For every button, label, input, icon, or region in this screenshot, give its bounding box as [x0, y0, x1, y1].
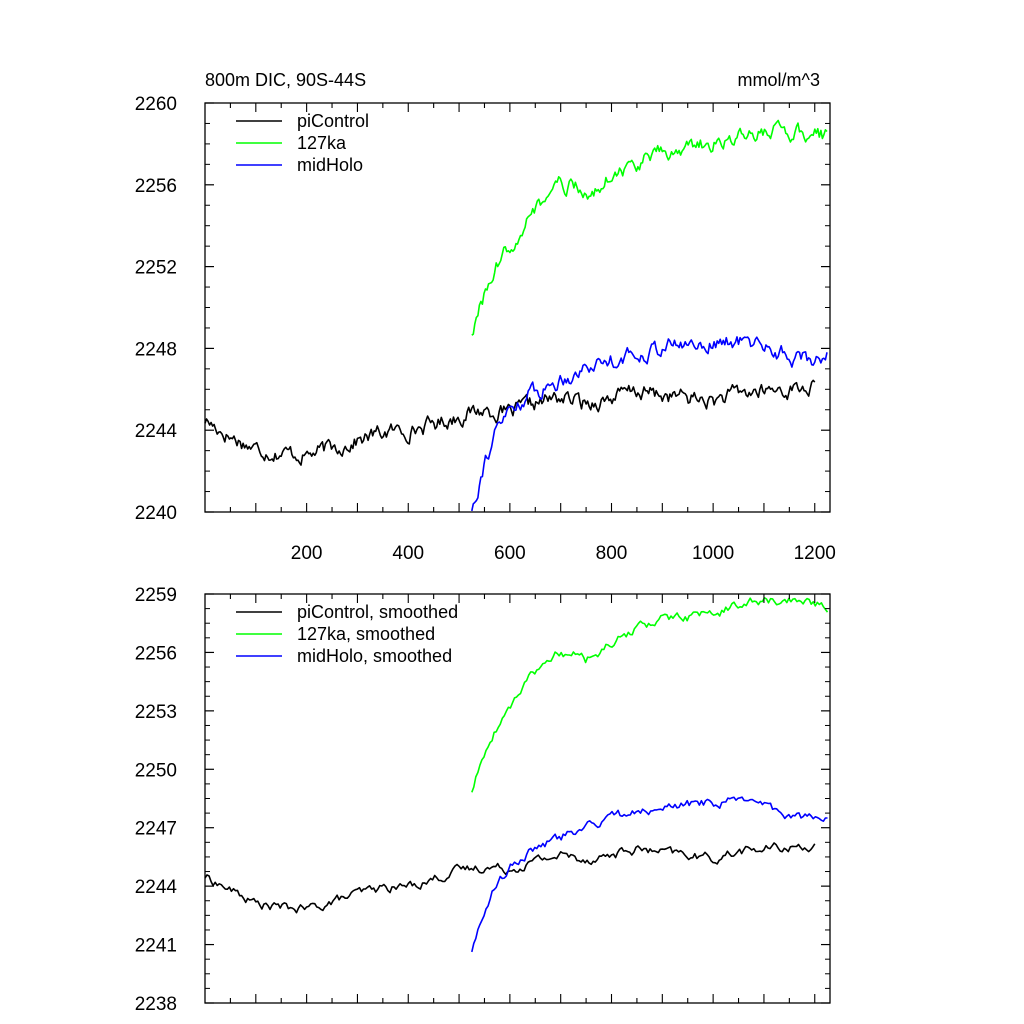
- series-line-midholo: [471, 336, 828, 512]
- y-tick-label: 2253: [135, 702, 177, 723]
- bottom-panel-series: [204, 596, 829, 953]
- y-tick-label: 2240: [135, 503, 177, 524]
- x-tick-label: 400: [392, 543, 424, 564]
- bottom-panel-axes: 2238 2241 2244 2247 2250 2253 2256 2259: [135, 585, 831, 1015]
- top-panel-title: 800m DIC, 90S-44S: [205, 70, 366, 90]
- x-tick-label: 800: [596, 543, 628, 564]
- top-panel-series: [204, 119, 828, 512]
- y-tick-label: 2241: [135, 936, 177, 957]
- legend-label: 127ka, smoothed: [297, 624, 435, 644]
- series-line-127ka: [471, 119, 828, 336]
- legend-label: midHolo, smoothed: [297, 646, 452, 666]
- x-tick-label: 200: [291, 543, 323, 564]
- y-tick-label: 2260: [135, 94, 177, 115]
- top-panel: 800m DIC, 90S-44S mmol/m^3 2240224422482…: [135, 70, 836, 564]
- legend-label: piControl, smoothed: [297, 602, 458, 622]
- x-tick-label: 1000: [692, 543, 734, 564]
- legend-label: 127ka: [297, 133, 347, 153]
- series-line-picontrol: [204, 379, 816, 466]
- top-panel-axes: 2240 2244 2248 2252 2256 2260 200 400 600 800 1000…: [135, 94, 836, 564]
- x-tick-label: 1200: [794, 543, 836, 564]
- y-tick-label: 2247: [135, 819, 177, 840]
- bottom-panel: 2238 2241 2244 2247 2250 2253 2256 2259 piContr…: [135, 585, 831, 1015]
- legend-label: piControl: [297, 111, 369, 131]
- x-tick-label: 600: [494, 543, 526, 564]
- legend-label: midHolo: [297, 155, 363, 175]
- y-tick-label: 2252: [135, 258, 177, 279]
- series-line-127ka: [471, 596, 829, 793]
- y-tick-label: 2256: [135, 643, 177, 664]
- y-tick-label: 2244: [135, 421, 178, 442]
- y-tick-label: 2248: [135, 339, 177, 360]
- y-tick-label: 2250: [135, 760, 177, 781]
- y-tick-label: 2244: [135, 877, 178, 898]
- series-line-midholo: [471, 796, 828, 953]
- y-tick-label: 2256: [135, 176, 177, 197]
- y-tick-label: 2259: [135, 585, 177, 606]
- top-panel-units: mmol/m^3: [738, 70, 820, 90]
- y-tick-label: 2238: [135, 994, 177, 1015]
- series-line-picontrol: [204, 842, 816, 914]
